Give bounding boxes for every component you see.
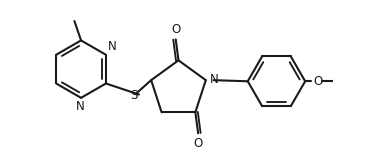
Text: O: O — [171, 23, 180, 36]
Text: S: S — [130, 89, 137, 102]
Text: N: N — [108, 40, 117, 53]
Text: O: O — [314, 75, 323, 88]
Text: O: O — [194, 136, 203, 150]
Text: N: N — [210, 73, 219, 86]
Text: N: N — [75, 100, 84, 113]
